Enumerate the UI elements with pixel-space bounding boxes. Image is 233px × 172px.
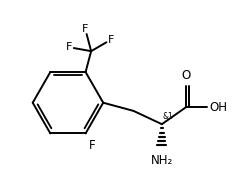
Text: OH: OH (209, 101, 227, 114)
Text: NH₂: NH₂ (151, 154, 173, 167)
Text: F: F (66, 42, 72, 52)
Text: F: F (82, 24, 89, 34)
Text: O: O (181, 69, 191, 82)
Text: &1: &1 (163, 112, 174, 121)
Text: F: F (89, 139, 96, 152)
Text: F: F (107, 35, 114, 45)
